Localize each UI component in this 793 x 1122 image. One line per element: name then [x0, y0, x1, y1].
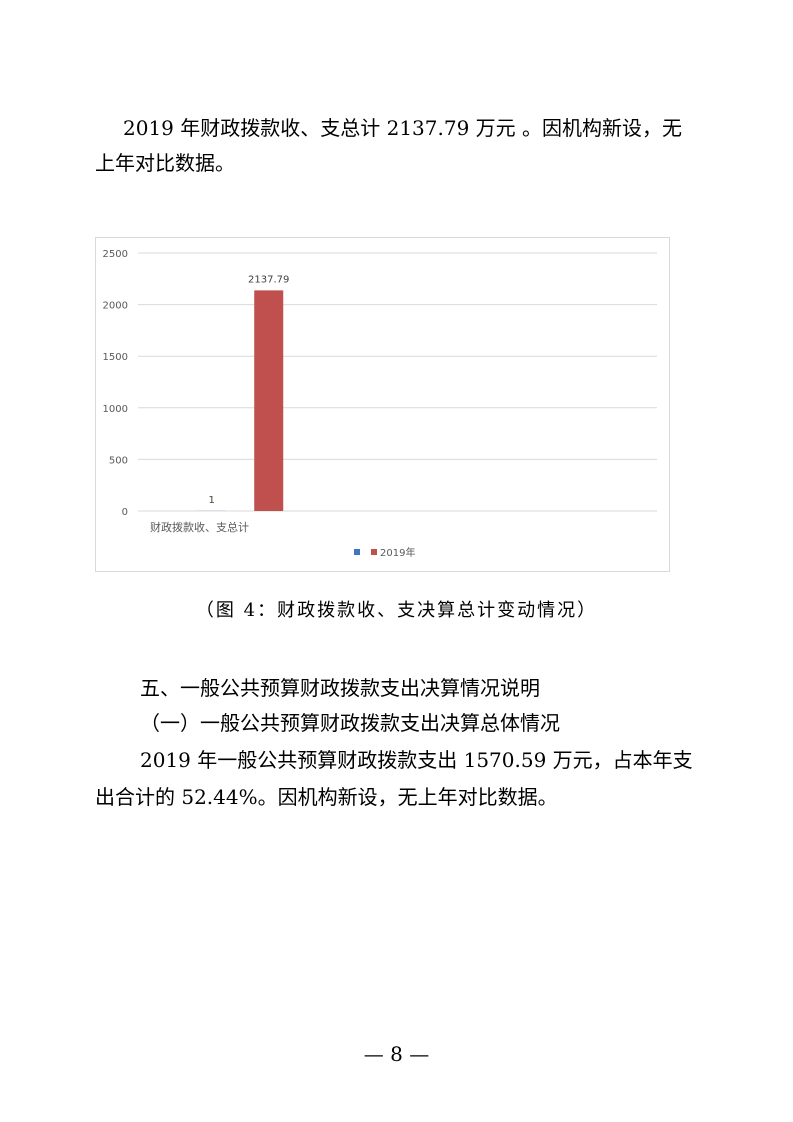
legend-swatch — [371, 549, 377, 555]
data-label: 2137.79 — [248, 274, 289, 285]
legend-swatch — [354, 549, 360, 555]
bar-chart: 0 500 1000 1500 2000 2500 财政拨款收、支总计 1 2137.79 201… — [95, 237, 670, 572]
legend-label: 2019年 — [380, 546, 415, 559]
x-tick-label: 财政拨款收、支总计 — [150, 520, 249, 534]
paragraph-line: 2019 年一般公共预算财政拨款支出 1570.59 万元，占本年支 — [140, 748, 693, 772]
figure-caption: （图 4：财政拨款收、支决算总计变动情况） — [195, 600, 598, 621]
y-tick-label: 0 — [122, 507, 128, 518]
y-tick-label: 2500 — [103, 249, 128, 260]
y-tick-label: 2000 — [103, 301, 128, 312]
y-tick-label: 1500 — [103, 352, 128, 363]
y-tick-label: 1000 — [103, 404, 128, 415]
paragraph-line: 2019 年财政拨款收、支总计 2137.79 万元 。因机构新设，无 — [123, 116, 683, 140]
paragraph-line: 上年对比数据。 — [95, 151, 235, 175]
paragraph-line: 出合计的 52.44%。因机构新设，无上年对比数据。 — [95, 785, 558, 809]
bar — [254, 290, 284, 511]
page-number: — 8 — — [363, 1042, 430, 1066]
y-tick-label: 500 — [109, 455, 128, 466]
data-label: 1 — [209, 495, 215, 506]
section-heading: 五、一般公共预算财政拨款支出决算情况说明 — [140, 676, 540, 700]
section-subheading: （一）一般公共预算财政拨款支出决算总体情况 — [140, 711, 560, 735]
chart-svg: 0 500 1000 1500 2000 2500 财政拨款收、支总计 1 2137.79 201… — [103, 249, 657, 559]
